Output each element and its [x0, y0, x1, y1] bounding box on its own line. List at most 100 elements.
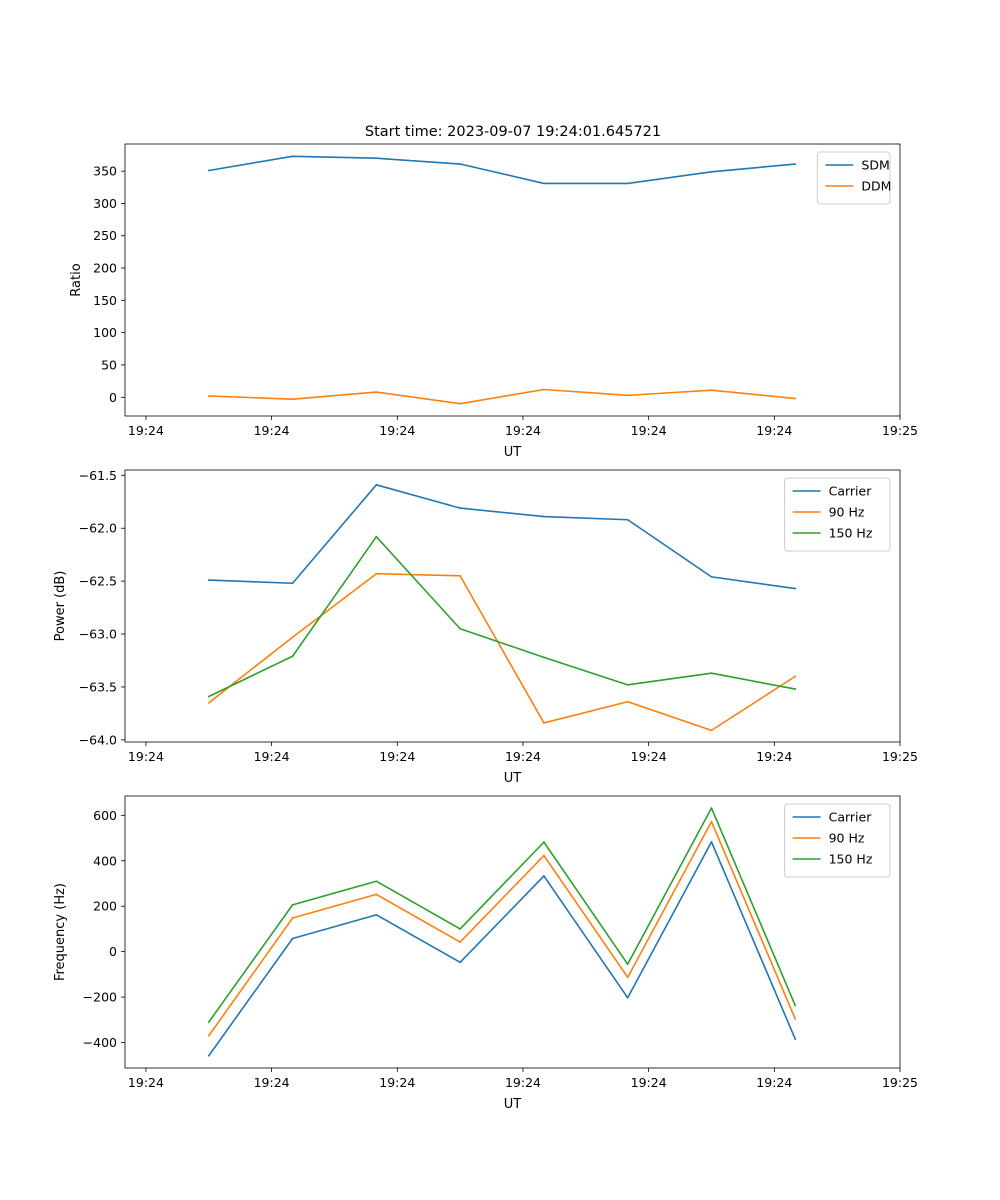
ratio-sdm-point [375, 157, 378, 160]
power-y-axis-label: Power (dB) [53, 571, 68, 642]
frequency-90-hz-point [710, 820, 713, 823]
frequency-ytick-label: 200 [93, 899, 117, 914]
ratio-xtick-label: 19:24 [756, 423, 792, 438]
power-90-hz-point [543, 722, 545, 724]
ratio-ytick-label: 200 [93, 261, 117, 276]
power-90-hz-point [794, 675, 797, 678]
frequency-150-hz-point [375, 880, 378, 883]
power-xtick-label: 19:24 [756, 749, 792, 764]
power-90-hz-point [626, 700, 629, 703]
frequency-x-axis-label: UT [504, 1097, 522, 1112]
frequency-90-hz-point [794, 1018, 797, 1020]
frequency-series-90-hz-line [208, 820, 797, 1037]
power-90-hz-point [291, 636, 294, 639]
ratio-ddm-point [207, 395, 210, 397]
power-carrier-point [207, 579, 210, 581]
frequency-150-hz-point [291, 903, 294, 906]
power-legend-label-carrier: Carrier [829, 484, 873, 499]
power-legend-label-150-hz: 150 Hz [829, 526, 873, 541]
frequency-150-hz-point [626, 963, 629, 966]
frequency-ytick-label: 600 [93, 808, 117, 823]
frequency-panel: 19:24 19:24 19:24 19:24 19:24 19:24 19:25 −400 −… [53, 795, 918, 1112]
frequency-90-hz-point [207, 1034, 210, 1037]
frequency-carrier-point [291, 937, 294, 940]
power-series-90-hz-line [208, 572, 796, 732]
power-x-axis-label: UT [504, 771, 522, 786]
frequency-ytick-label: 400 [93, 853, 117, 868]
frequency-legend-label-carrier: Carrier [829, 810, 873, 825]
power-90-hz-point [207, 701, 210, 704]
power-ytick-label: −63.0 [79, 627, 117, 642]
power-xtick-label: 19:24 [631, 749, 667, 764]
power-90-hz-point [710, 729, 713, 732]
frequency-90-hz-point [291, 917, 294, 919]
power-150-hz-point [459, 627, 462, 630]
frequency-y-axis-label: Frequency (Hz) [53, 883, 68, 981]
power-carrier-point [543, 515, 545, 518]
power-carrier-point [291, 582, 294, 585]
frequency-150-hz-point [710, 807, 713, 809]
ratio-ddm-point [710, 389, 713, 392]
ratio-legend-label-ddm: DDM [861, 179, 891, 194]
power-xtick-label: 19:24 [128, 749, 164, 764]
frequency-xtick-label: 19:25 [882, 1075, 918, 1090]
frequency-ytick-label: 0 [109, 944, 117, 959]
power-xtick-label: 19:25 [882, 749, 918, 764]
ratio-ddm-point [543, 388, 545, 391]
frequency-150-hz-point [543, 841, 545, 844]
frequency-xtick-label: 19:24 [128, 1075, 164, 1090]
ratio-ytick-label: 0 [109, 390, 117, 405]
ratio-xtick-label: 19:25 [882, 423, 918, 438]
power-ytick-label: −62.5 [79, 574, 117, 589]
ratio-sdm-point [291, 155, 294, 158]
power-carrier-point [794, 587, 797, 590]
power-legend-label-90-hz: 90 Hz [829, 505, 865, 520]
power-90-hz-point [375, 572, 378, 575]
frequency-carrier-point [543, 875, 545, 877]
power-150-hz-point [626, 683, 629, 686]
power-90-hz-point [459, 574, 462, 577]
ratio-sdm-point [710, 170, 713, 173]
frequency-150-hz-point [794, 1004, 797, 1007]
frequency-axes-frame [124, 795, 901, 1069]
ratio-xtick-label: 19:24 [505, 423, 541, 438]
frequency-xtick-label: 19:24 [379, 1075, 415, 1090]
ratio-ytick-label: 250 [93, 228, 117, 243]
frequency-150-hz-point [207, 1021, 210, 1023]
ratio-ytick-label: 50 [101, 357, 117, 372]
frequency-carrier-point [626, 996, 629, 999]
ratio-legend-label-sdm: SDM [861, 158, 889, 173]
frequency-xtick-label: 19:24 [631, 1075, 667, 1090]
ratio-ytick-label: 300 [93, 196, 117, 211]
power-xtick-label: 19:24 [254, 749, 290, 764]
ratio-ddm-point [291, 398, 294, 401]
frequency-xtick-label: 19:24 [254, 1075, 290, 1090]
ratio-ytick-label: 100 [93, 325, 117, 340]
frequency-150-hz-point [459, 928, 462, 930]
power-carrier-point [459, 507, 462, 510]
frequency-carrier-point [375, 913, 378, 916]
ratio-ddm-point [459, 402, 462, 405]
frequency-ytick-label: −200 [83, 990, 117, 1005]
power-150-hz-point [291, 655, 294, 658]
ratio-xtick-label: 19:24 [631, 423, 667, 438]
ratio-ddm-point [626, 394, 629, 397]
power-series-150-hz-line [208, 535, 796, 698]
figure-title: Start time: 2023-09-07 19:24:01.645721 [365, 124, 661, 140]
frequency-series-carrier-line [208, 841, 797, 1057]
frequency-xtick-label: 19:24 [505, 1075, 541, 1090]
frequency-90-hz-point [375, 893, 378, 896]
power-axes-frame [124, 469, 901, 743]
ratio-sdm-point [626, 182, 629, 185]
power-ytick-label: −64.0 [79, 732, 117, 747]
frequency-legend-label-90-hz: 90 Hz [829, 831, 865, 846]
ratio-series-sdm-line [208, 155, 796, 185]
frequency-carrier-point [710, 841, 713, 843]
ratio-sdm-point [543, 182, 545, 185]
ratio-x-axis-label: UT [504, 445, 522, 460]
ratio-xtick-label: 19:24 [254, 423, 290, 438]
ratio-sdm-point [207, 169, 210, 172]
ratio-xtick-label: 19:24 [128, 423, 164, 438]
ratio-xtick-label: 19:24 [379, 423, 415, 438]
